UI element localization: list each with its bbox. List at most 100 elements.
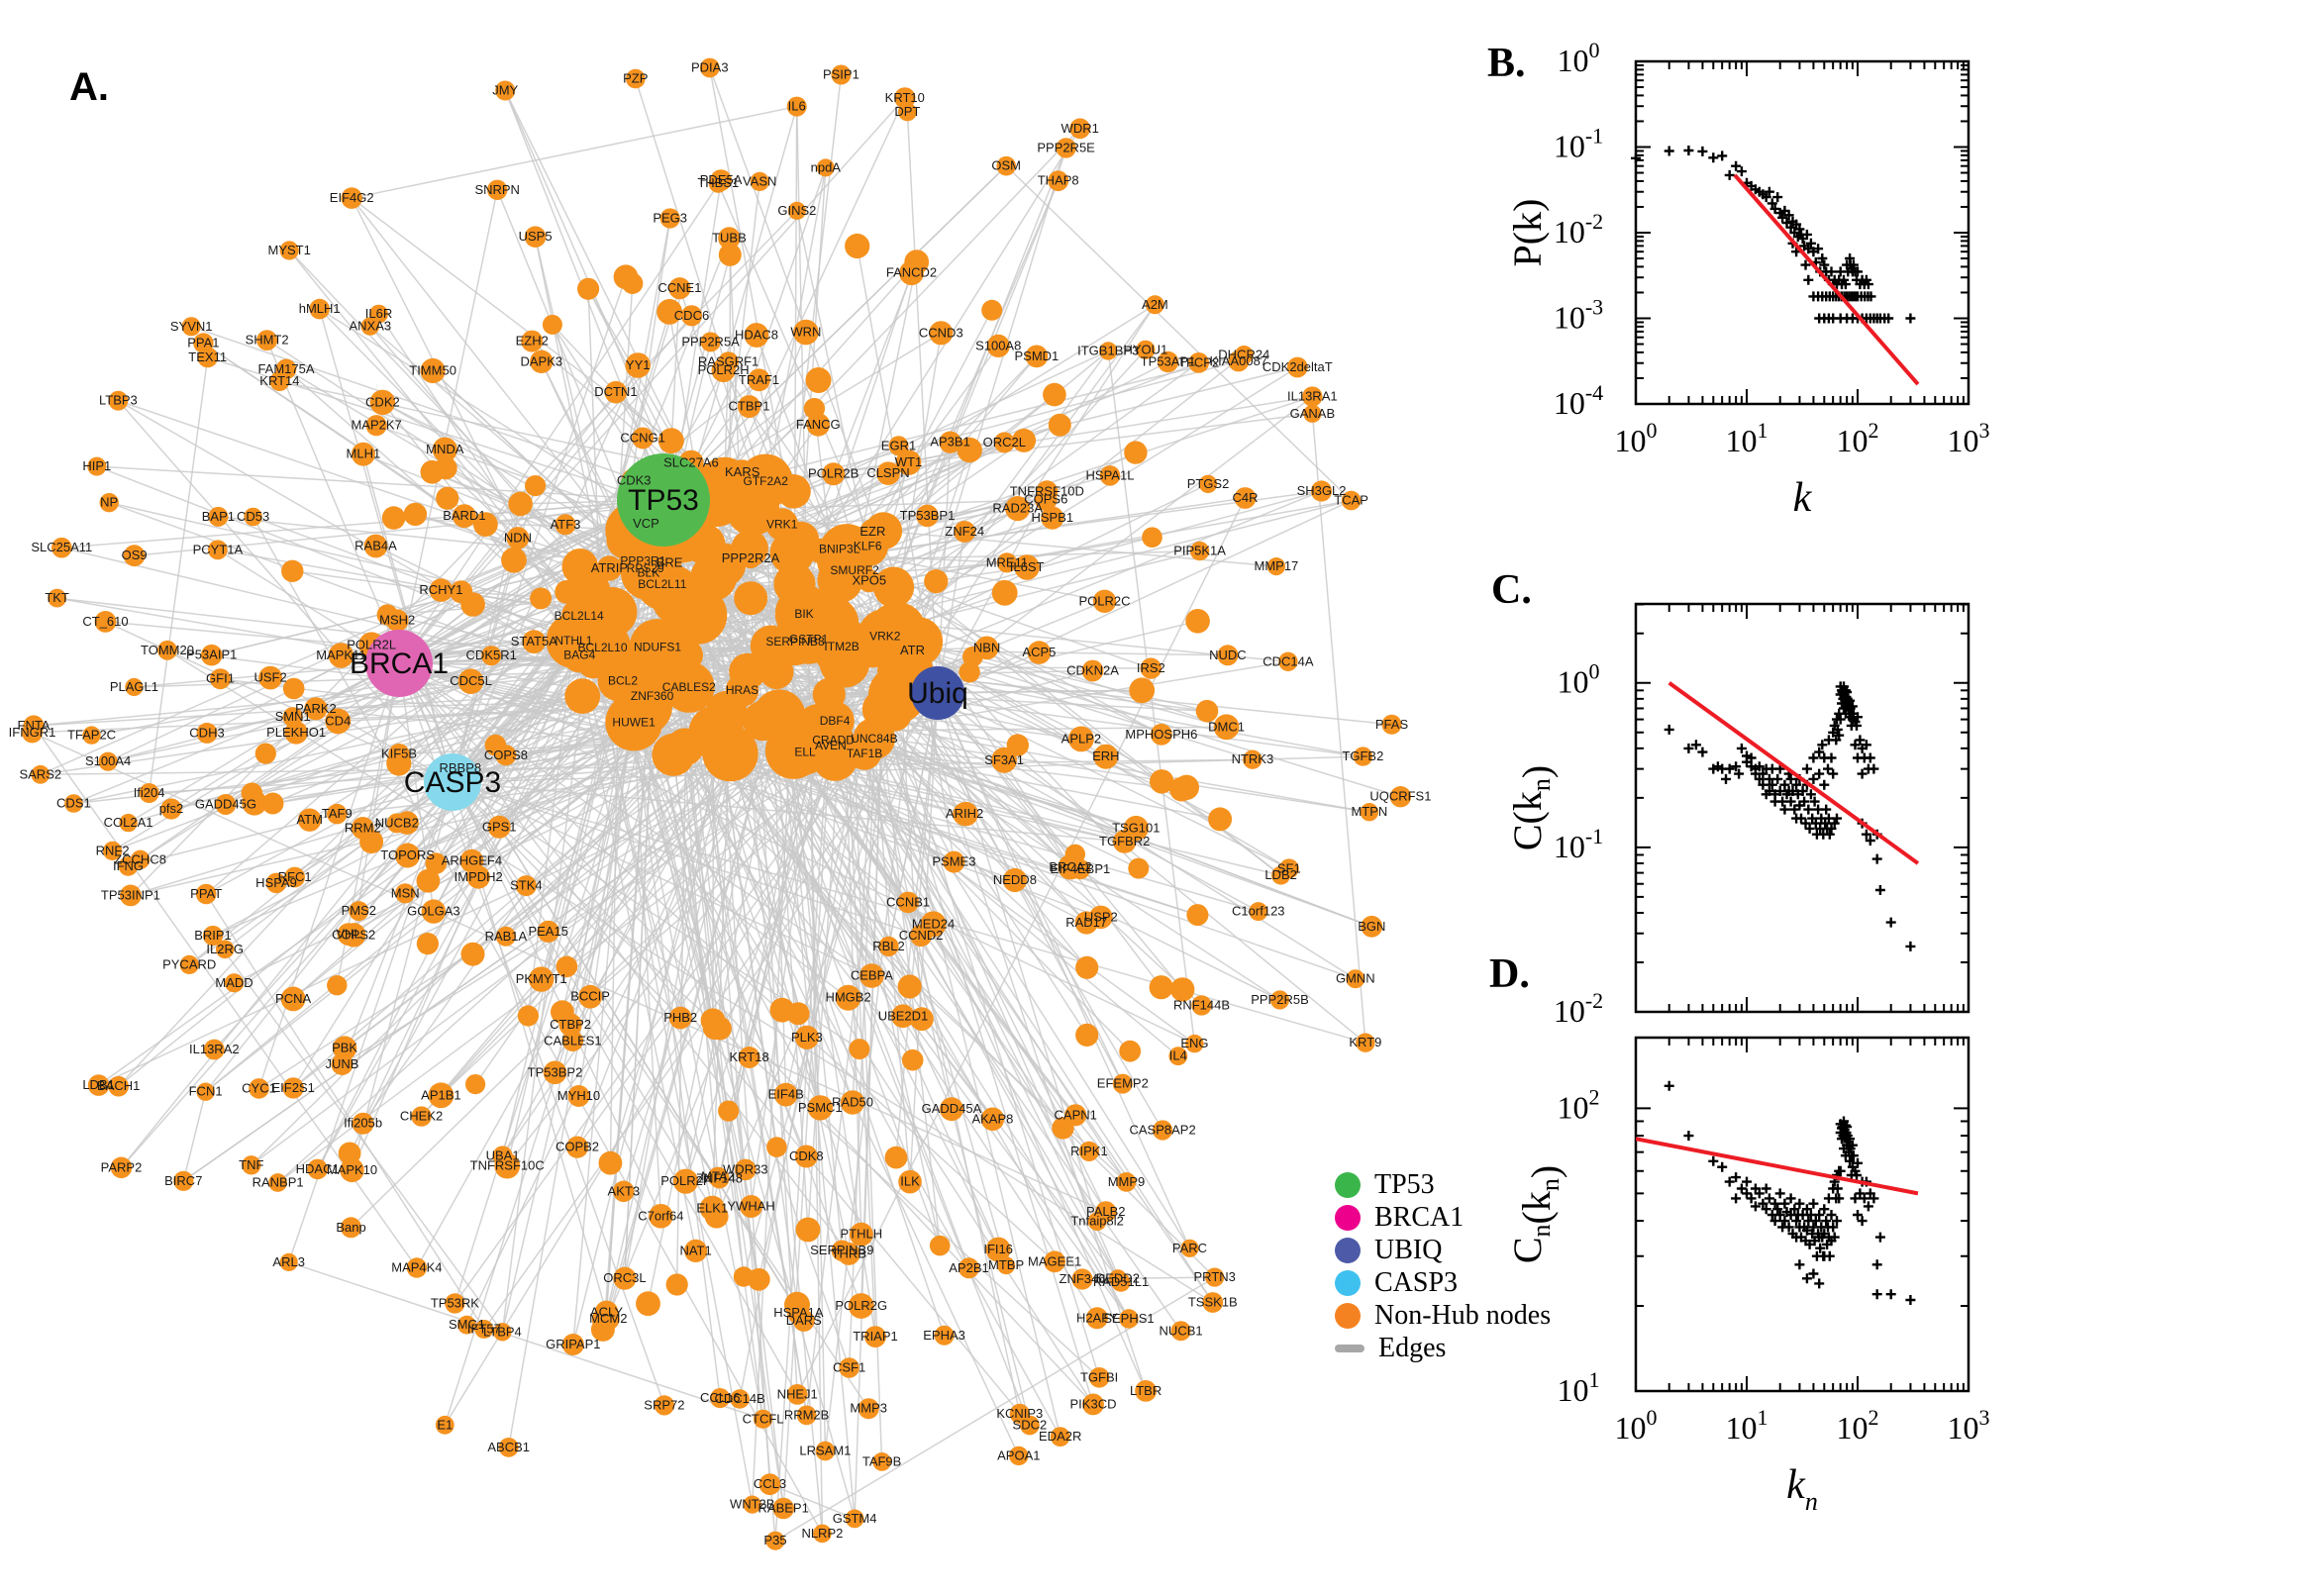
network-edge [686,489,776,1542]
scatter-point [1845,1134,1856,1145]
network-node [991,579,1018,606]
gene-label: PDIA3 [691,60,729,75]
network-node [696,708,744,756]
tick-label: 102 [1558,1084,1600,1125]
gene-label: IL2RG [206,942,244,956]
gene-label: ORC2L [983,435,1026,449]
gene-label: COPB2 [556,1140,599,1154]
gene-label: TUBB [712,231,747,246]
gene-label: ITGB1BP3 [1077,344,1139,358]
scatter-point [1828,1222,1839,1233]
gene-label: SMN1 [275,709,311,724]
network-edge [895,692,939,1158]
gene-label: Banp [336,1220,365,1235]
gene-label: PSMD1 [1015,349,1060,363]
gene-label: USP5 [519,229,553,244]
legend-label: Edges [1378,1332,1447,1363]
gene-label: ITM2B [824,640,858,653]
gene-label: RASGRF1 [698,353,758,368]
gene-label: CCNE1 [657,280,701,295]
network-node [1269,990,1290,1010]
gene-label: ILK [900,1174,920,1189]
gene-label: CCND3 [919,325,963,340]
network-node [1341,490,1362,511]
gene-label: SRP72 [644,1397,684,1412]
network-node [282,1077,304,1099]
network-node [1108,1269,1127,1288]
network-node [307,1158,329,1180]
network-node [750,171,769,191]
gene-label: IL6R [365,306,392,321]
gene-label: EZH2 [516,334,549,349]
network-node [309,298,331,320]
gene-label: TAF1B [847,747,882,760]
gene-label: TNF [239,1157,263,1172]
network-node [954,521,976,543]
scatter-point [1767,198,1777,209]
network-node [1005,495,1031,522]
gene-label: CDH3 [189,725,224,740]
network-node [916,504,939,528]
gene-label: RIPK1 [1070,1144,1108,1158]
scatter-point [1826,752,1837,763]
network-node [709,1168,730,1189]
network-node [1071,1268,1093,1290]
gene-label: DHCR24 [1218,348,1269,362]
gene-label: PPP2R5B [1251,992,1309,1007]
gene-label: SH3GL2 [1297,483,1347,498]
scatter-point [1805,238,1816,249]
network-node [1151,723,1172,746]
network-node [668,277,691,300]
network-node [403,502,428,527]
gene-label: hMLH1 [299,301,341,316]
network-node [281,559,304,582]
gene-label: TP53RK [431,1295,479,1310]
scatter-point [1785,796,1796,807]
scatter-point [1905,941,1916,951]
network-node [196,1082,215,1101]
legend-label: CASP3 [1374,1266,1459,1298]
network-node [23,715,45,737]
gene-label: MTBP [988,1257,1024,1272]
scatter-point [1731,1193,1742,1204]
scatter-point [1697,146,1708,156]
gene-label: SF3A1 [984,752,1024,767]
network-node [1249,902,1268,922]
scatter-point [1799,796,1810,807]
gene-label: HYOU1 [1124,342,1168,356]
network-edge [398,97,906,664]
network-node [1128,857,1150,879]
network-node [428,1082,454,1109]
tick-label: 101 [1726,418,1768,458]
network-node [848,736,882,770]
scatter-point [1683,1131,1694,1142]
network-node [561,1334,584,1355]
network-node [1180,1239,1199,1257]
scatter-point [1824,829,1835,840]
network-node [1150,769,1174,794]
scatter-point [1794,224,1805,235]
scatter-point [1857,768,1868,779]
network-labels: ARL3BanpTAF9BnpdAMAGEE1CDC14ADHCR24TP53R… [9,60,1432,1548]
gene-label: P53AIP1 [186,648,237,662]
scatter-point [1791,1216,1802,1227]
network-node [991,747,1017,773]
scatter-series [1664,681,1916,951]
legend-circle-swatch [1335,1237,1361,1263]
gene-label: WDR1 [1061,121,1099,136]
gene-label: TEX11 [188,349,227,364]
network-edge [937,692,1162,988]
gene-label: COPS8 [484,748,528,762]
gene-label: A2M [1142,297,1168,312]
network-node [868,523,892,547]
network-node [901,639,924,662]
network-node [108,1075,129,1097]
gene-label: SARS2 [19,766,61,781]
gene-label: CCND2 [899,928,944,943]
scatter-point [1785,773,1796,784]
scatter-point [1850,740,1861,750]
gene-label: ATM [296,812,322,827]
network-edge [592,632,1372,928]
network-node [349,901,369,922]
network-node [980,1107,1005,1132]
